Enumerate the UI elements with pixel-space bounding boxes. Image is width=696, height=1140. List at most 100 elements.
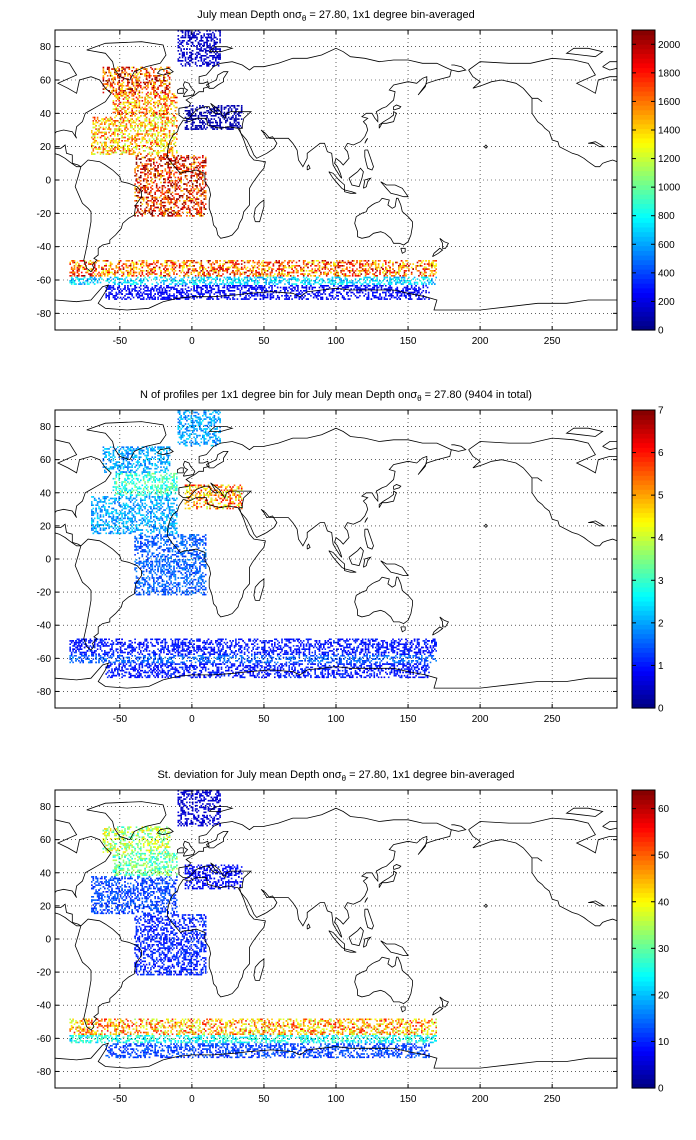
data-cell [134, 135, 136, 137]
data-cell [148, 128, 151, 130]
data-cell [226, 266, 229, 269]
data-cell [125, 270, 128, 272]
data-cell [215, 60, 217, 62]
data-cell [119, 85, 122, 87]
data-cell [145, 190, 148, 192]
data-cell [131, 121, 133, 124]
data-cell [187, 113, 190, 115]
data-cell [203, 198, 205, 200]
data-cell [215, 43, 217, 45]
data-cell [129, 111, 132, 114]
data-cell [138, 191, 141, 194]
data-cell [227, 261, 230, 264]
data-cell [135, 271, 138, 274]
data-cell [91, 145, 93, 147]
data-cell [203, 106, 205, 109]
data-cell [215, 271, 217, 274]
data-cell [190, 56, 193, 59]
data-cell [361, 283, 364, 285]
data-cell [193, 33, 195, 35]
data-cell [124, 125, 126, 127]
data-cell [200, 210, 203, 212]
data-cell [147, 210, 149, 212]
data-cell [154, 78, 156, 80]
data-cell [98, 271, 100, 274]
data-cell [385, 268, 387, 270]
data-cell [145, 131, 148, 134]
data-cell [197, 33, 200, 35]
data-cell [134, 146, 136, 149]
data-cell [176, 265, 178, 267]
data-cell [176, 211, 178, 214]
data-cell [145, 210, 148, 212]
data-cell [199, 105, 201, 107]
data-cell [115, 125, 118, 127]
data-cell [282, 275, 285, 277]
data-cell [105, 116, 107, 119]
data-cell [226, 281, 229, 284]
data-cell [225, 113, 227, 115]
data-cell [95, 140, 97, 142]
data-cell [167, 178, 169, 180]
data-cell [209, 273, 211, 275]
data-cell [334, 275, 337, 277]
data-cell [351, 273, 354, 275]
data-cell [199, 171, 201, 174]
data-cell [209, 270, 211, 272]
data-cell [203, 63, 205, 65]
data-cell [191, 195, 194, 197]
data-cell [278, 266, 280, 269]
data-cell [142, 165, 145, 167]
data-cell [150, 91, 152, 94]
data-cell [173, 166, 175, 169]
data-cell [141, 121, 144, 124]
data-cell [374, 268, 377, 270]
data-cell [121, 151, 123, 154]
data-cell [269, 275, 272, 277]
data-cell [161, 126, 164, 129]
data-cell [148, 158, 151, 160]
data-cell [153, 260, 155, 262]
data-cell [351, 263, 354, 265]
data-cell [141, 261, 144, 264]
data-cell [291, 268, 293, 270]
data-cell [138, 185, 141, 187]
data-cell [80, 260, 83, 262]
data-cell [174, 163, 177, 165]
data-cell [209, 263, 211, 265]
data-cell [76, 271, 79, 274]
data-cell [137, 78, 139, 80]
data-cell [212, 121, 214, 124]
data-cell [160, 113, 162, 115]
data-cell [359, 275, 361, 277]
data-cell [191, 41, 194, 44]
data-cell [170, 158, 172, 160]
data-cell [93, 146, 96, 149]
data-cell [193, 205, 195, 207]
data-cell [121, 135, 123, 137]
data-cell [151, 178, 154, 180]
data-cell [167, 120, 169, 122]
data-cell [421, 275, 423, 277]
data-cell [199, 211, 201, 214]
data-cell [207, 35, 210, 37]
data-cell [93, 265, 96, 267]
data-cell [154, 196, 156, 199]
data-cell [212, 126, 214, 129]
data-cell [229, 260, 231, 262]
data-cell [180, 165, 182, 167]
data-cell [135, 190, 138, 192]
data-cell [219, 270, 221, 272]
data-cell [154, 268, 156, 270]
data-cell [343, 275, 345, 277]
data-cell [181, 190, 184, 192]
data-cell [187, 115, 190, 117]
data-cell [151, 201, 154, 204]
data-cell [142, 198, 145, 200]
data-cell [91, 130, 93, 132]
data-cell [305, 263, 308, 265]
data-cell [121, 153, 123, 155]
data-cell [230, 105, 233, 107]
data-cell [154, 68, 156, 70]
data-cell [187, 275, 190, 277]
